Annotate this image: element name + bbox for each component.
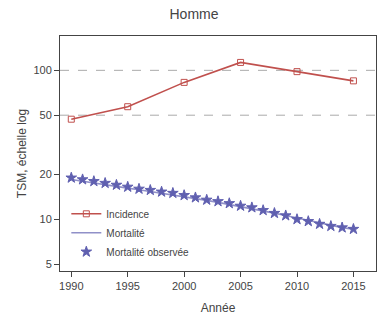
- svg-text:Homme: Homme: [169, 6, 218, 22]
- svg-text:1990: 1990: [59, 280, 83, 292]
- svg-text:20: 20: [40, 168, 52, 180]
- svg-text:5: 5: [46, 258, 52, 270]
- svg-text:2005: 2005: [228, 280, 252, 292]
- svg-text:2010: 2010: [285, 280, 309, 292]
- svg-text:Mortalité: Mortalité: [106, 228, 145, 239]
- svg-text:Année: Année: [201, 301, 236, 315]
- svg-text:1995: 1995: [115, 280, 139, 292]
- svg-text:2000: 2000: [172, 280, 196, 292]
- svg-text:TSM, échelle log: TSM, échelle log: [15, 109, 29, 198]
- svg-text:2015: 2015: [341, 280, 365, 292]
- svg-text:10: 10: [40, 213, 52, 225]
- svg-text:Mortalité observée: Mortalité observée: [106, 247, 189, 258]
- svg-text:50: 50: [40, 109, 52, 121]
- svg-text:Incidence: Incidence: [106, 209, 149, 220]
- svg-text:100: 100: [33, 64, 51, 76]
